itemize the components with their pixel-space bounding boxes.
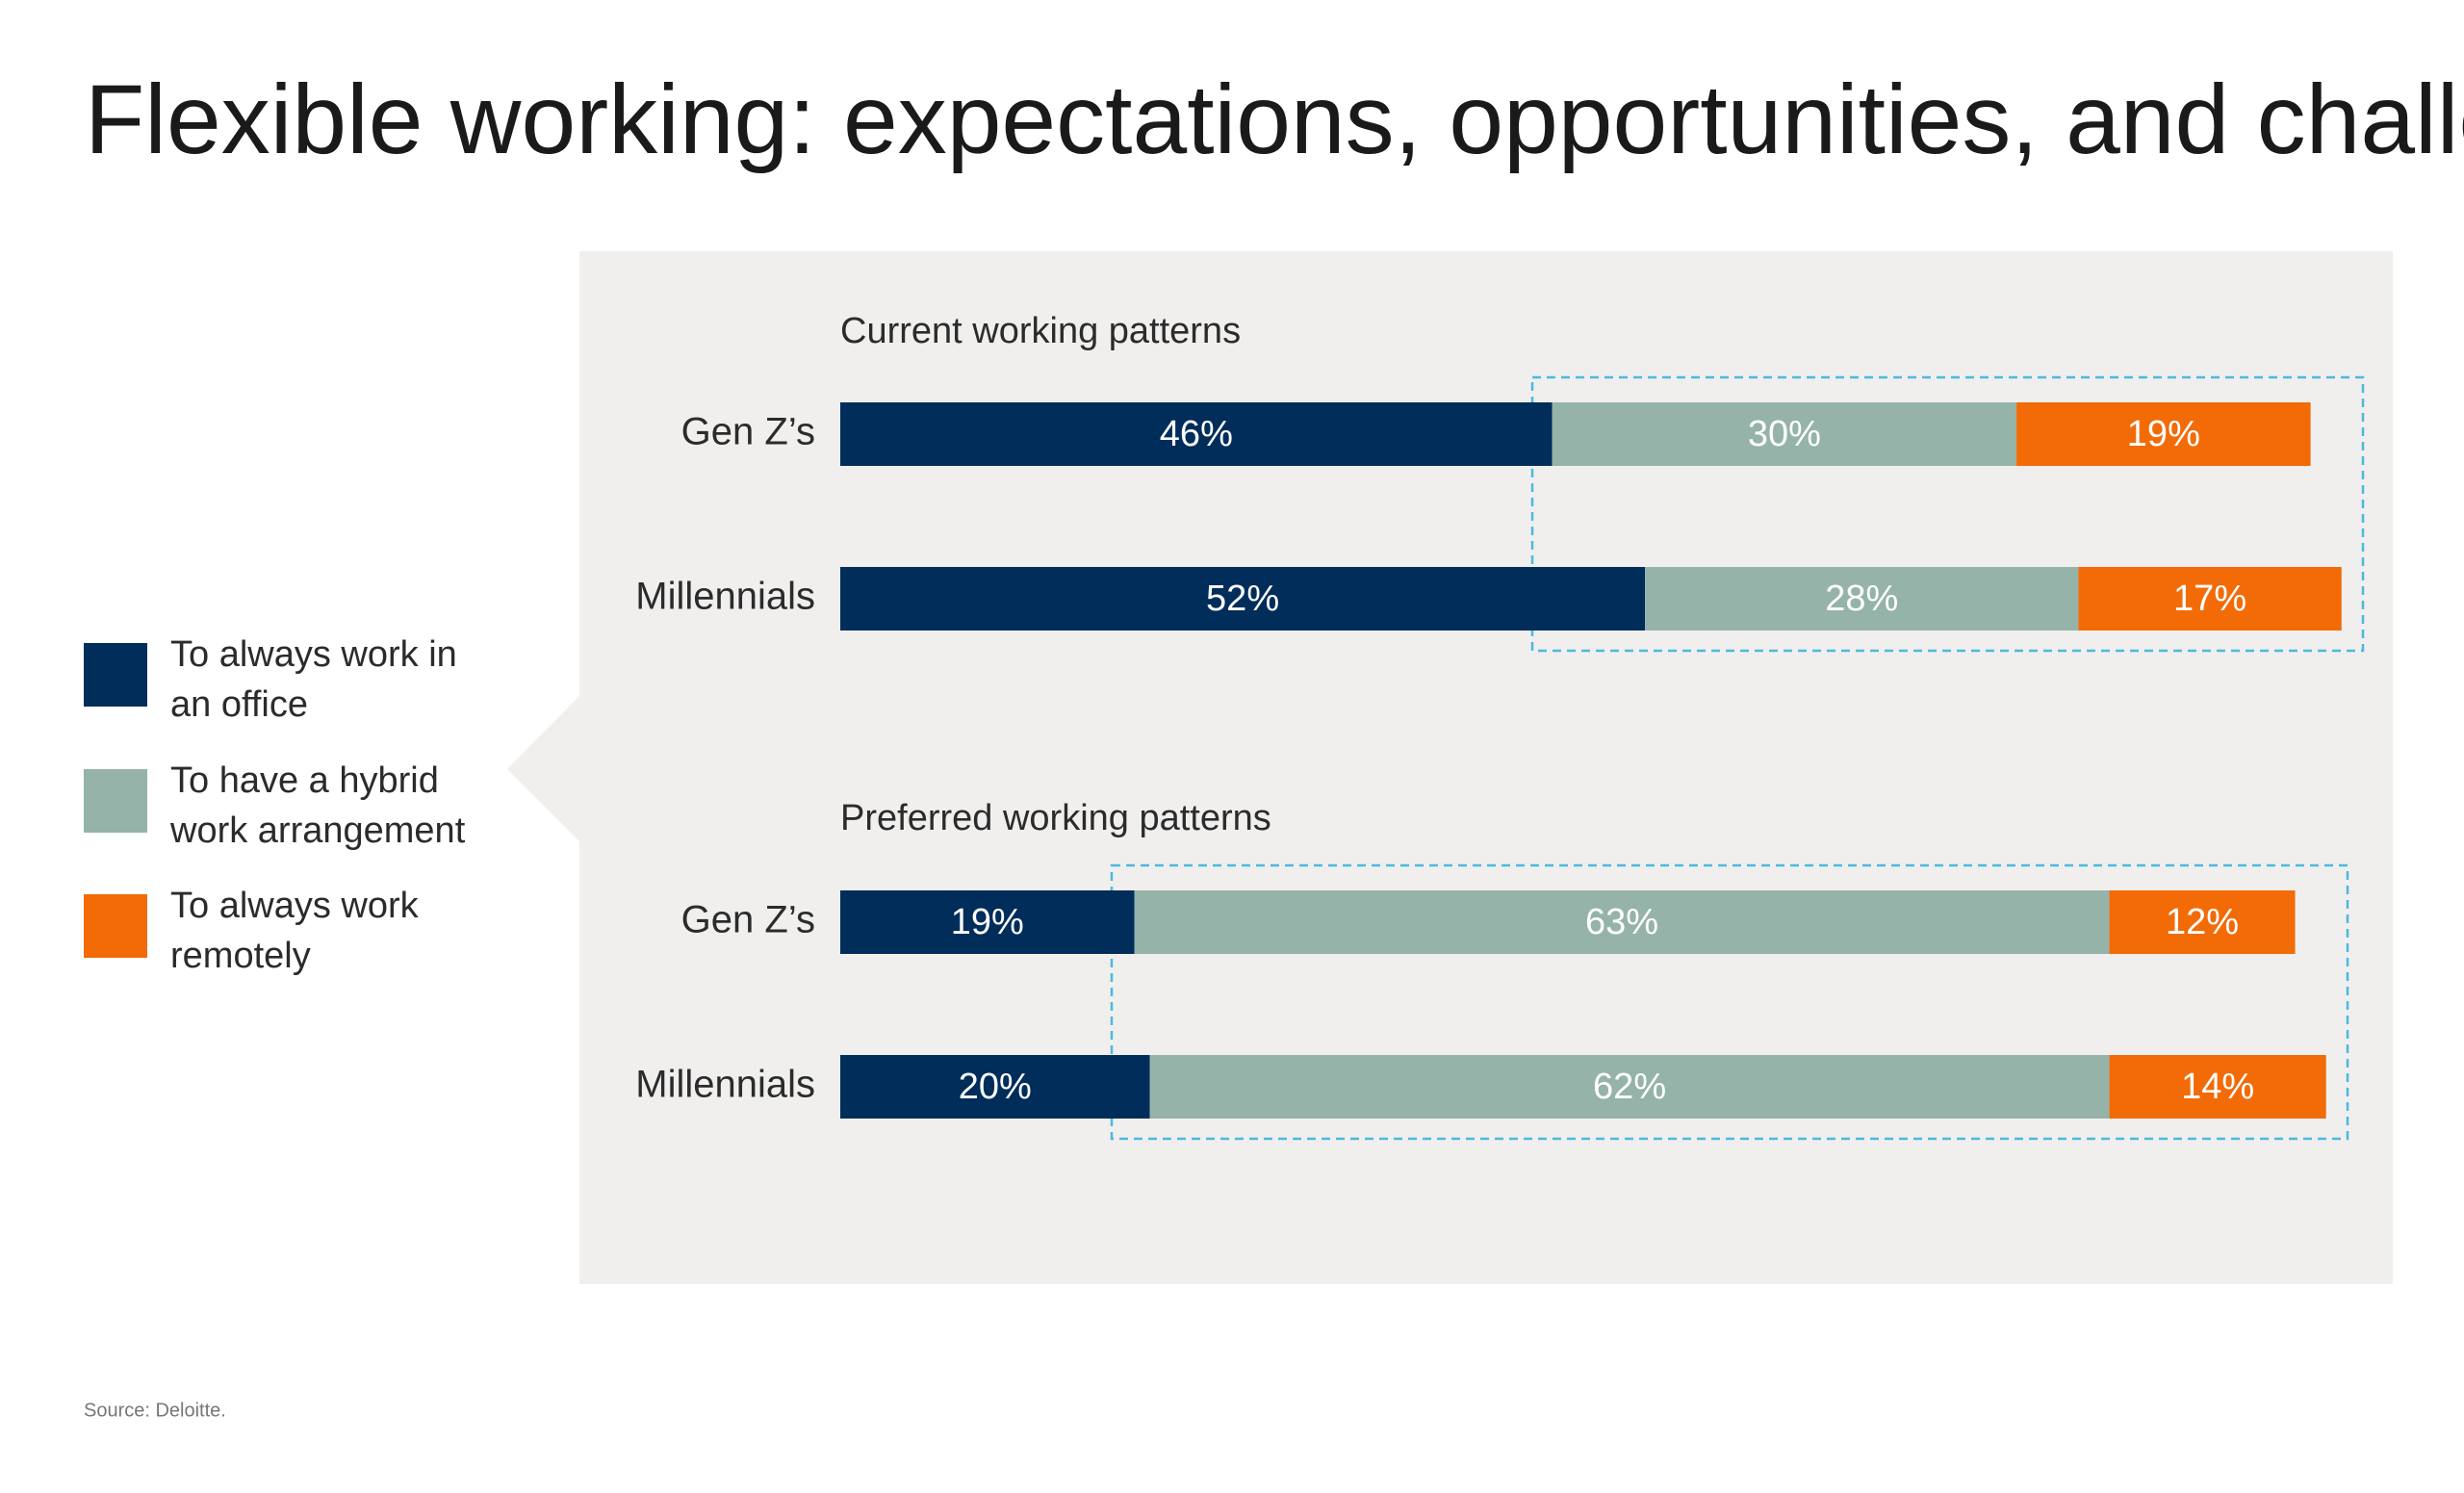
value-label: 62% [1593, 1067, 1666, 1107]
category-label: Millennials [635, 576, 815, 618]
value-label: 19% [951, 902, 1024, 942]
bar-segment [1149, 1055, 2110, 1119]
value-label: 46% [1160, 414, 1233, 454]
bar-segment [2109, 1055, 2326, 1119]
bar-segment [840, 402, 1553, 466]
highlight-box [1110, 863, 2349, 1141]
value-label: 52% [1206, 579, 1279, 619]
bar-segment [2016, 402, 2311, 466]
legend-swatch [84, 769, 147, 833]
legend-label: To always work in an office [170, 634, 457, 725]
chart-title: Current working patterns [840, 311, 1241, 351]
page-title: Flexible working: expectations, opportun… [85, 64, 2464, 174]
bar-segment [2078, 567, 2342, 631]
chart-title: Preferred working patterns [840, 798, 1271, 838]
value-label: 19% [2127, 414, 2200, 454]
bar-segment [1645, 567, 2079, 631]
bar-segment [840, 567, 1646, 631]
legend-swatch [84, 643, 147, 707]
bar-segment [840, 1055, 1150, 1119]
category-label: Gen Z’s [681, 411, 815, 453]
bar-segment [840, 890, 1135, 954]
source: Source: Deloitte. [84, 1400, 226, 1421]
panel-pointer [507, 695, 580, 842]
value-label: 30% [1748, 414, 1821, 454]
bar-segment [2109, 890, 2296, 954]
bar-segment [1552, 402, 2017, 466]
legend-label: To always work remotely [170, 886, 419, 976]
value-label: 20% [959, 1067, 1032, 1107]
value-label: 63% [1585, 902, 1658, 942]
category-label: Gen Z’s [681, 899, 815, 941]
legend-label: To have a hybrid work arrangement [170, 760, 466, 851]
value-label: 17% [2173, 579, 2246, 619]
highlight-box [1530, 375, 2365, 653]
value-label: 14% [2181, 1067, 2254, 1107]
bar-segment [1134, 890, 2110, 954]
value-label: 28% [1825, 579, 1898, 619]
legend-swatch [84, 894, 147, 958]
category-label: Millennials [635, 1064, 815, 1106]
value-label: 12% [2166, 902, 2239, 942]
